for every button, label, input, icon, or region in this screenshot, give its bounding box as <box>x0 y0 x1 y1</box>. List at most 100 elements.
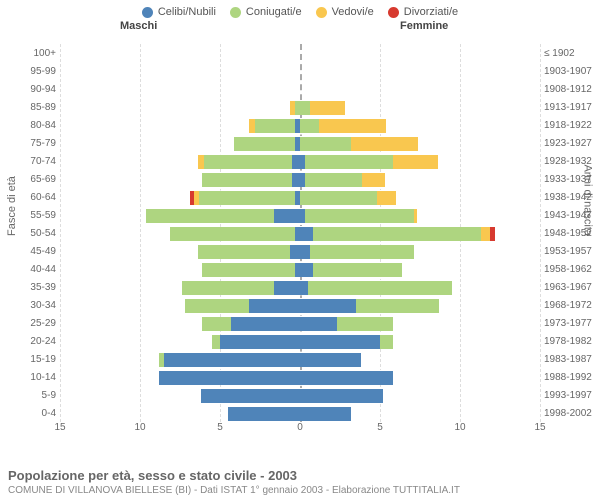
bar-male <box>202 262 300 276</box>
bar-segment <box>481 227 491 241</box>
birth-year-label: 1988-1992 <box>544 372 600 383</box>
birth-year-label: 1918-1922 <box>544 120 600 131</box>
bar-area <box>60 298 540 312</box>
bar-male <box>182 280 300 294</box>
bar-segment <box>300 245 310 259</box>
age-row: 70-741928-1932 <box>60 152 540 170</box>
bar-segment <box>490 227 495 241</box>
bar-area <box>60 136 540 150</box>
bar-female <box>300 262 402 276</box>
legend-swatch <box>316 7 327 18</box>
birth-year-label: 1958-1962 <box>544 264 600 275</box>
bar-segment <box>292 155 300 169</box>
x-axis: 15105051015 <box>60 422 540 436</box>
age-row: 10-141988-1992 <box>60 368 540 386</box>
legend-item: Coniugati/e <box>230 6 302 18</box>
bar-segment <box>310 245 414 259</box>
age-label: 60-64 <box>6 192 56 203</box>
bar-segment <box>202 173 292 187</box>
bar-segment <box>255 119 295 133</box>
bar-segment <box>300 191 377 205</box>
age-label: 15-19 <box>6 354 56 365</box>
legend-swatch <box>230 7 241 18</box>
age-row: 25-291973-1977 <box>60 314 540 332</box>
bar-segment <box>249 299 300 313</box>
bar-segment <box>185 299 249 313</box>
bar-segment <box>212 335 220 349</box>
age-row: 85-891913-1917 <box>60 98 540 116</box>
bar-segment <box>305 209 414 223</box>
bar-segment <box>351 137 418 151</box>
age-label: 10-14 <box>6 372 56 383</box>
bar-segment <box>274 209 300 223</box>
birth-year-label: 1948-1952 <box>544 228 600 239</box>
age-label: 75-79 <box>6 138 56 149</box>
bar-female <box>300 280 452 294</box>
age-row: 30-341968-1972 <box>60 296 540 314</box>
birth-year-label: ≤ 1902 <box>544 48 600 59</box>
bar-male <box>159 370 300 384</box>
x-tick-label: 10 <box>134 422 145 433</box>
birth-year-label: 1983-1987 <box>544 354 600 365</box>
bar-female <box>300 118 386 132</box>
bar-female <box>300 370 393 384</box>
bar-male <box>146 208 300 222</box>
age-row: 65-691933-1937 <box>60 170 540 188</box>
bar-area <box>60 334 540 348</box>
age-label: 0-4 <box>6 408 56 419</box>
bar-segment <box>319 119 386 133</box>
age-label: 20-24 <box>6 336 56 347</box>
bar-area <box>60 46 540 60</box>
bar-area <box>60 280 540 294</box>
birth-year-label: 1998-2002 <box>544 408 600 419</box>
bar-area <box>60 154 540 168</box>
bar-area <box>60 82 540 96</box>
bar-female <box>300 136 418 150</box>
birth-year-label: 1993-1997 <box>544 390 600 401</box>
age-row: 100+≤ 1902 <box>60 44 540 62</box>
bar-segment <box>234 137 295 151</box>
x-tick-label: 10 <box>454 422 465 433</box>
bar-segment <box>356 299 439 313</box>
bar-segment <box>305 173 363 187</box>
age-label: 90-94 <box>6 84 56 95</box>
bar-segment <box>182 281 275 295</box>
bar-segment <box>300 227 313 241</box>
bar-female <box>300 100 345 114</box>
age-label: 55-59 <box>6 210 56 221</box>
birth-year-label: 1943-1947 <box>544 210 600 221</box>
bar-male <box>159 352 300 366</box>
bar-female <box>300 298 439 312</box>
bar-segment <box>300 299 356 313</box>
age-label: 70-74 <box>6 156 56 167</box>
bar-segment <box>300 353 361 367</box>
bar-male <box>249 118 300 132</box>
bar-area <box>60 118 540 132</box>
bar-area <box>60 316 540 330</box>
column-headers: Maschi Femmine <box>0 20 600 36</box>
bar-male <box>234 136 300 150</box>
age-row: 40-441958-1962 <box>60 260 540 278</box>
age-label: 5-9 <box>6 390 56 401</box>
age-label: 85-89 <box>6 102 56 113</box>
bar-segment <box>198 245 291 259</box>
x-tick-label: 15 <box>534 422 545 433</box>
birth-year-label: 1973-1977 <box>544 318 600 329</box>
chart-container: Celibi/NubiliConiugati/eVedovi/eDivorzia… <box>0 0 600 500</box>
bar-segment <box>300 281 308 295</box>
age-label: 100+ <box>6 48 56 59</box>
age-row: 95-991903-1907 <box>60 62 540 80</box>
header-male: Maschi <box>120 20 157 32</box>
chart-subtitle: COMUNE DI VILLANOVA BIELLESE (BI) - Dati… <box>8 485 592 496</box>
bar-area <box>60 388 540 402</box>
legend: Celibi/NubiliConiugati/eVedovi/eDivorzia… <box>0 0 600 20</box>
legend-swatch <box>388 7 399 18</box>
age-row: 80-841918-1922 <box>60 116 540 134</box>
rows-container: 100+≤ 190295-991903-190790-941908-191285… <box>60 44 540 422</box>
x-tick-label: 5 <box>217 422 223 433</box>
bar-segment <box>300 119 319 133</box>
bar-male <box>212 334 300 348</box>
bar-segment <box>337 317 393 331</box>
bar-female <box>300 172 385 186</box>
legend-item: Divorziati/e <box>388 6 458 18</box>
